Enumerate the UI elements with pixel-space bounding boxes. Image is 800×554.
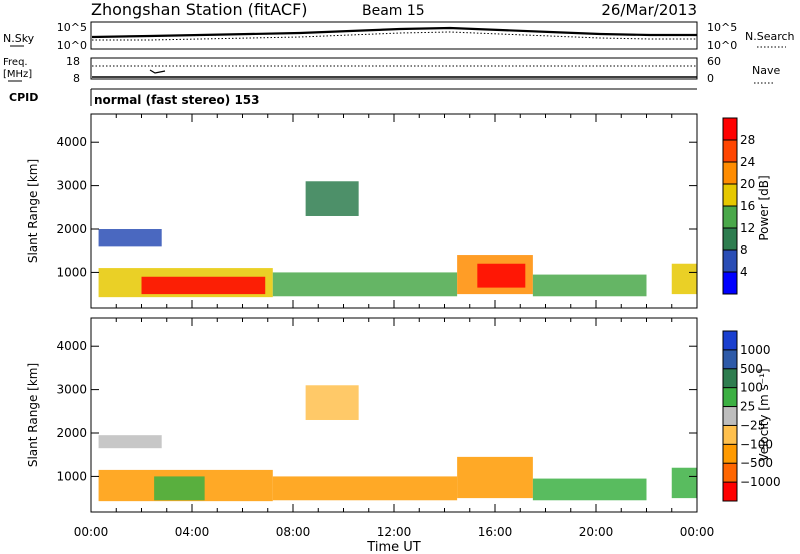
velocity-cbar-swatch-8: [723, 331, 737, 350]
velocity-cbar-tick-6: −500: [740, 456, 773, 470]
power-region-1: [141, 276, 266, 295]
velocity-cbar-swatch-3: [723, 425, 737, 445]
velocity-region-4: [532, 478, 647, 501]
power-region-6: [671, 263, 697, 295]
velocity-cbar-tick-5: −100: [740, 437, 773, 451]
xtick-label-4: 16:00: [478, 525, 513, 539]
velocity-cbar-tick-7: −1000: [740, 475, 781, 489]
power-cbar-swatch-2: [723, 228, 737, 250]
power-cbar-tick-6: 28: [740, 133, 755, 147]
velocity-cbar-swatch-5: [723, 387, 737, 407]
velocity-panel: 1000 2000 3000 4000 Slant Range [km]: [26, 317, 698, 513]
nave-label: Nave: [752, 64, 780, 77]
xtick-label-1: 04:00: [175, 525, 210, 539]
velocity-region-5: [671, 467, 697, 499]
power-cbar-tick-3: 16: [740, 199, 755, 213]
power-cbar-tick-4: 20: [740, 177, 755, 191]
velocity-cbar-tick-4: −25: [740, 418, 765, 432]
power-ytick-label-1: 2000: [56, 222, 87, 236]
freq-left-tick-top: 18: [66, 55, 80, 68]
xtick-label-2: 08:00: [276, 525, 311, 539]
cpid-panel: CPID normal (fast stereo) 153: [9, 88, 697, 107]
velocity-cbar-swatch-0: [723, 482, 737, 501]
freq-left-tick-bottom: 8: [73, 72, 80, 85]
velocity-region-7: [305, 385, 359, 420]
velocity-region-1: [154, 476, 205, 501]
noise-panel: N.Sky 10^5 10^0 10^5 10^0 N.Search: [3, 21, 795, 52]
freq-right-tick-top: 60: [707, 55, 721, 68]
power-ylabel: Slant Range [km]: [26, 159, 40, 263]
freq-label-1: Freq.: [3, 57, 28, 68]
noise-left-tick-top: 10^5: [57, 21, 87, 34]
power-region-5: [532, 274, 647, 297]
power-ytick-label-2: 3000: [56, 179, 87, 193]
velocity-cbar-swatch-7: [723, 349, 737, 369]
power-region-2: [272, 272, 458, 297]
velocity-region-2: [272, 476, 458, 501]
power-ytick-label-3: 4000: [56, 135, 87, 149]
velocity-cbar-swatch-2: [723, 444, 737, 464]
velocity-ylabel: Slant Range [km]: [26, 363, 40, 467]
velocity-region-6: [98, 435, 162, 449]
velocity-ytick-label-1: 2000: [56, 426, 87, 440]
power-region-8: [305, 181, 359, 216]
power-cbar-swatch-5: [723, 162, 737, 184]
power-panel: 1000 2000 3000 4000 Slant Range [km]: [26, 113, 698, 309]
power-cbar-swatch-1: [723, 250, 737, 272]
velocity-cbar-tick-2: 100: [740, 381, 763, 395]
velocity-cbar-swatch-1: [723, 463, 737, 483]
velocity-cbar-tick-3: 25: [740, 400, 755, 414]
power-colorbar-label: Power [dB]: [757, 175, 771, 240]
noise-sky-line: [91, 26, 697, 39]
velocity-cbar-swatch-4: [723, 406, 737, 426]
noise-left-tick-bottom: 10^0: [57, 39, 87, 52]
cpid-mode: normal (fast stereo) 153: [94, 93, 260, 107]
station-title: Zhongshan Station (fitACF): [91, 0, 308, 19]
power-cbar-swatch-6: [723, 140, 737, 162]
velocity-ytick-label-0: 1000: [56, 469, 87, 483]
power-cbar-swatch-7: [723, 118, 737, 140]
xtick-label-0: 00:00: [74, 525, 109, 539]
noise-search-line: [92, 31, 697, 41]
power-cbar-swatch-4: [723, 184, 737, 206]
power-colorbar: 4 8 12 16 20 24 28: [722, 117, 755, 295]
noise-right-tick-bottom: 10^0: [707, 39, 737, 52]
power-cbar-swatch-3: [723, 206, 737, 228]
xtick-label-5: 20:00: [579, 525, 614, 539]
x-axis-label: Time UT: [366, 540, 420, 554]
noise-right-tick-top: 10^5: [707, 21, 737, 34]
velocity-cbar-swatch-6: [723, 368, 737, 388]
cpid-label: CPID: [9, 91, 38, 104]
power-cbar-swatch-0: [723, 272, 737, 294]
power-cbar-tick-2: 12: [740, 221, 755, 235]
power-ytick-label-0: 1000: [56, 265, 87, 279]
noise-search-label: N.Search: [745, 30, 795, 43]
power-cbar-tick-0: 4: [740, 265, 748, 279]
velocity-region-3: [457, 456, 533, 499]
power-cbar-tick-5: 24: [740, 155, 755, 169]
freq-label-2: [MHz]: [3, 69, 32, 80]
xtick-label-6: 00:00: [680, 525, 715, 539]
beam-label: Beam 15: [362, 3, 425, 19]
velocity-cbar-tick-0: 1000: [740, 343, 771, 357]
noise-sky-label: N.Sky: [3, 32, 35, 45]
velocity-marks: [98, 385, 697, 502]
xtick-label-3: 12:00: [377, 525, 412, 539]
power-cbar-tick-1: 8: [740, 243, 748, 257]
power-region-4: [477, 263, 526, 288]
velocity-colorbar: 1000 500 100 25 −25 −100 −500 −1000: [722, 330, 781, 502]
freq-right-tick-bottom: 0: [707, 72, 714, 85]
freq-panel: Freq. [MHz] 18 8 60 0 Nave: [3, 55, 780, 85]
power-region-7: [98, 229, 162, 247]
velocity-ytick-label-3: 4000: [56, 339, 87, 353]
velocity-cbar-tick-1: 500: [740, 362, 763, 376]
power-marks: [98, 181, 697, 298]
velocity-colorbar-label: Velocity [m s⁻¹]: [757, 368, 771, 461]
velocity-ytick-label-2: 3000: [56, 383, 87, 397]
date-label: 26/Mar/2013: [601, 1, 697, 19]
